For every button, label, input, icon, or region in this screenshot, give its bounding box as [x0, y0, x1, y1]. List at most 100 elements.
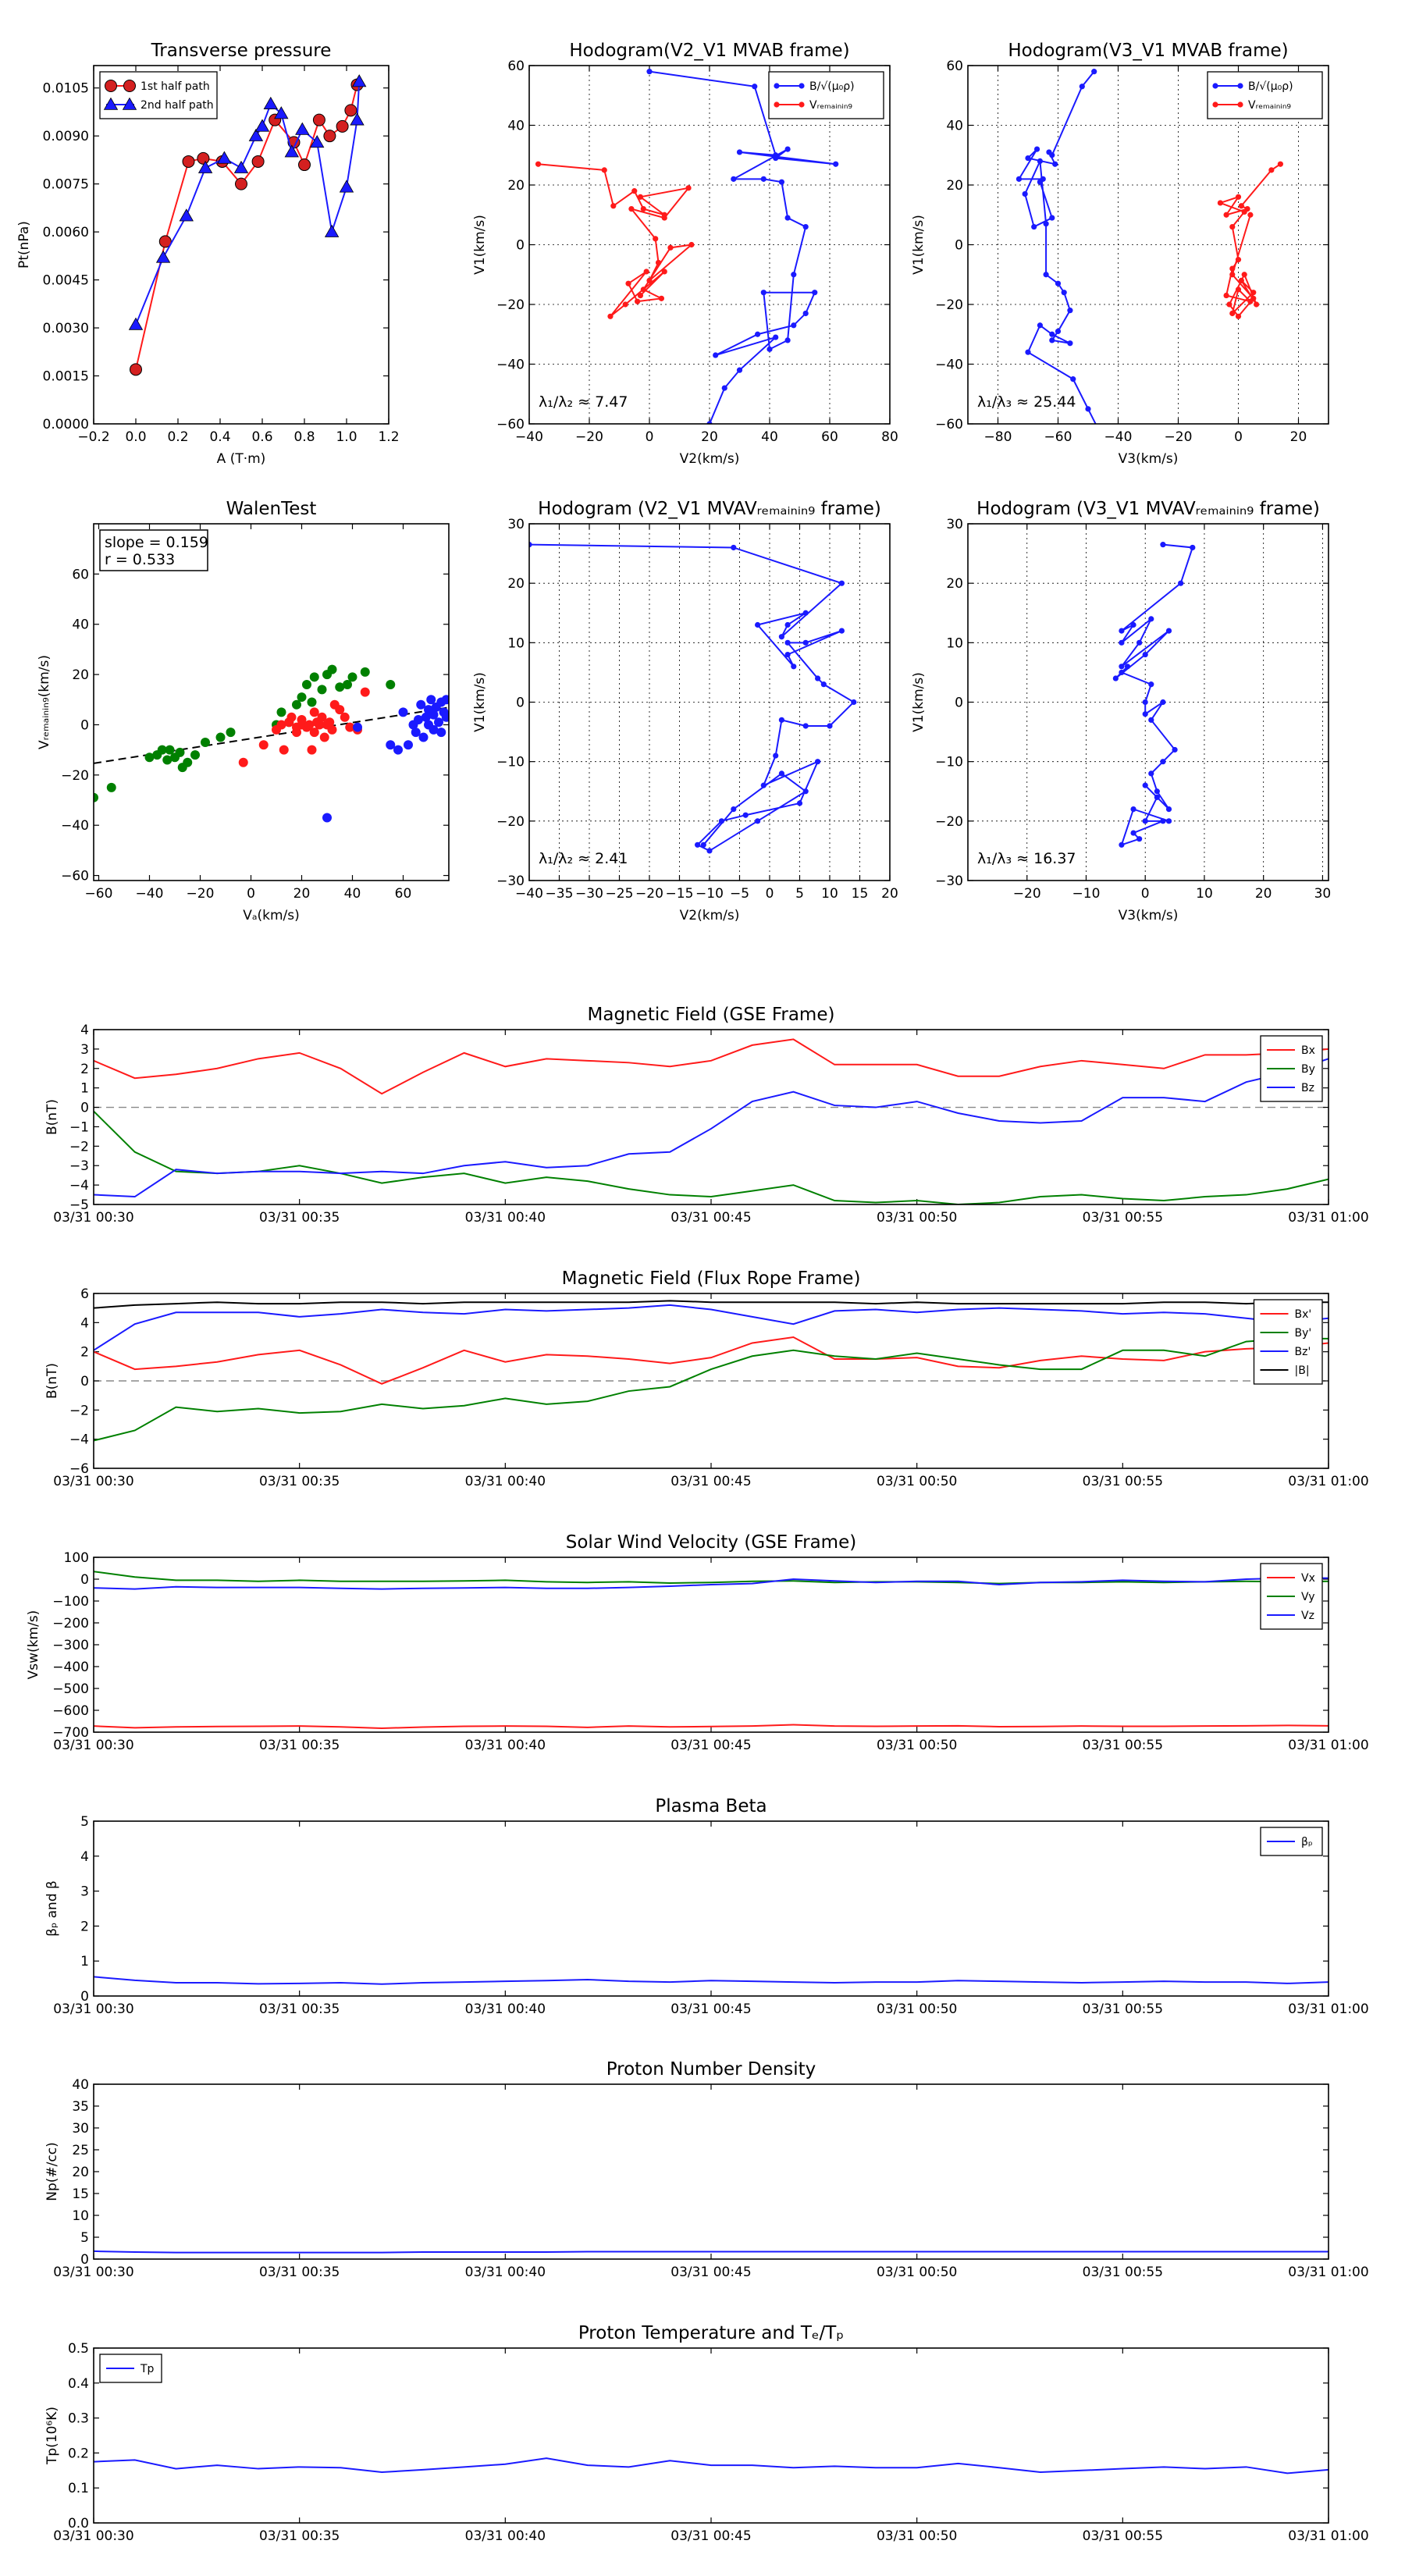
walen-series-0-point	[360, 667, 370, 677]
h31-legend-marker-0	[1212, 83, 1218, 89]
walen-xtick-label: −40	[136, 886, 164, 902]
h21r-xtick-label: 5	[795, 886, 804, 902]
tp-ytick-label: 0.0015	[43, 369, 89, 385]
h21r-series-0-point	[838, 628, 845, 634]
bfr-xtick-label: 03/31 00:50	[877, 1474, 957, 1489]
beta-ylabel: βₚ and β	[44, 1880, 60, 1937]
h31r-series-0-point	[1154, 788, 1160, 795]
walen-series-1-point	[327, 724, 337, 735]
h31-series-1-point	[1241, 208, 1247, 215]
h31-xtick-label: −20	[1165, 429, 1193, 445]
h31r-series-0-point	[1190, 544, 1196, 551]
h21-legend-label-1: Vᵣₑₘₐᵢₙᵢₙ₉	[809, 99, 852, 112]
h31r-xtick-label: 30	[1314, 886, 1332, 902]
h31-series-0-point	[1055, 328, 1062, 335]
h21r-xtick-label: −5	[730, 886, 749, 902]
h21-xtick-label: 0	[646, 429, 654, 445]
h31r-series-0-point	[1142, 711, 1148, 717]
tp-series-0-line	[135, 84, 358, 370]
h21r-eigen-ratio: λ₁/λ₂ ≈ 2.41	[539, 850, 628, 867]
h21r-series-0-line	[529, 543, 855, 852]
walen-ytick-label: 40	[72, 617, 89, 633]
h31r-series-0-point	[1119, 841, 1125, 848]
temp-xtick-label: 03/31 00:35	[259, 2528, 340, 2544]
vsw-ylabel: Vsw(km/s)	[26, 1610, 41, 1680]
walen-series-2-point	[398, 707, 408, 717]
np-ytick-label: 35	[72, 2099, 89, 2115]
h21r-ylabel: V1(km/s)	[472, 672, 488, 732]
walen-series-1-point	[304, 720, 315, 730]
h21-series-1-point	[637, 194, 644, 200]
walen-series-2-point	[421, 712, 431, 722]
tp-xtick-label: 0.4	[209, 429, 230, 445]
h21-series-0-point	[755, 331, 761, 337]
tp-xlabel: A (T·m)	[217, 451, 266, 467]
temp-ytick-label: 0.2	[68, 2446, 89, 2461]
h31-series-0-point	[1091, 69, 1097, 75]
h31r-series-0-point	[1136, 639, 1143, 646]
h21r-series-0-point	[731, 544, 737, 551]
h21r-xtick-label: −35	[546, 886, 574, 902]
bgse-legend-label-0: Bx	[1301, 1044, 1315, 1057]
temp-xtick-label: 03/31 00:45	[670, 2528, 751, 2544]
walen-series-0-point	[215, 732, 226, 742]
h31-series-1-line	[1218, 163, 1281, 318]
h21r-series-0-point	[755, 818, 761, 824]
bgse-ytick-label: 4	[80, 1023, 89, 1038]
h31r-series-0-point	[1148, 770, 1154, 777]
h31r-series-0-point	[1119, 664, 1125, 670]
h31r-ytick-label: 10	[946, 635, 963, 651]
h31r-series-0-point	[1178, 580, 1184, 586]
bgse-series-1-line	[94, 1110, 1329, 1204]
bfr-xtick-label: 03/31 00:45	[670, 1474, 751, 1489]
bfr-ytick-label: 2	[80, 1345, 89, 1361]
walen-series-0-point	[292, 699, 301, 710]
h31-chart: Hodogram(V3_V1 MVAB frame) −80 −60 −40 −20 0 2…	[911, 41, 1329, 467]
bfr-xtick-label: 03/31 00:35	[259, 1474, 340, 1489]
h31r-series-0-point	[1160, 759, 1166, 765]
temp-frame	[93, 2347, 1329, 2524]
h31r-xtick-label: 20	[1255, 886, 1272, 902]
h31r-series-0-point	[1165, 818, 1172, 824]
h31r-series-0-point	[1130, 806, 1136, 813]
beta-xtick-label: 03/31 00:40	[465, 2001, 546, 2017]
h21-series-0-point	[833, 161, 839, 167]
np-plot-area	[94, 2250, 1329, 2254]
h31-series-0-point	[1022, 190, 1028, 197]
h31-series-1-point	[1250, 295, 1257, 301]
walen-xlabel: Vₐ(km/s)	[243, 908, 300, 923]
h21-series-0-point	[784, 146, 791, 152]
walen-series-0-point	[335, 682, 345, 692]
h21-xtick-label: 60	[821, 429, 838, 445]
h21-series-1-point	[688, 241, 695, 248]
np-ytick-label: 10	[72, 2208, 89, 2224]
walen-stat-0: slope = 0.159	[105, 534, 208, 551]
tp-title: Transverse pressure	[151, 41, 332, 61]
bfr-xtick-label: 03/31 01:00	[1288, 1474, 1368, 1489]
h21r-xtick-label: 15	[852, 886, 869, 902]
vsw-xtick-label: 03/31 00:45	[670, 1738, 751, 1753]
h31-series-0-point	[1070, 376, 1076, 382]
vsw-legend: Vx Vy Vz	[1260, 1563, 1323, 1630]
tp-series-0-point	[344, 104, 357, 117]
walen-series-2-point	[441, 712, 449, 722]
h31-series-0-point	[1067, 308, 1073, 314]
h31r-series-0-point	[1119, 639, 1125, 646]
np-series-0-line	[94, 2250, 1329, 2254]
tp-series-1-point	[295, 122, 310, 135]
tp-legend-marker-0	[105, 80, 117, 92]
bgse-frame	[93, 1029, 1329, 1205]
tp-series-1-point	[324, 224, 340, 237]
h31-ytick-label: −20	[935, 297, 963, 313]
tp-series-1-point	[217, 151, 232, 164]
bgse-legend-label-2: Bz	[1301, 1082, 1314, 1094]
h21-ytick-label: 0	[516, 238, 525, 254]
h31r-ytick-label: −20	[935, 814, 963, 830]
walen-series-0-point	[175, 747, 185, 757]
tp-legend-marker-1	[103, 97, 119, 110]
beta-xtick-label: 03/31 00:45	[670, 2001, 751, 2017]
vsw-ytick-label: −300	[52, 1638, 89, 1653]
h31-series-1-point	[1235, 286, 1242, 293]
h31-series-1-point	[1217, 200, 1223, 206]
